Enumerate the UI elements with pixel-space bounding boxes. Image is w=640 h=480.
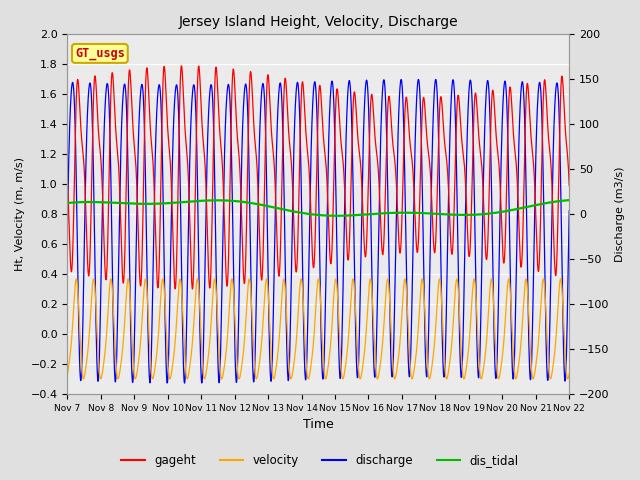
Text: GT_usgs: GT_usgs [75,47,125,60]
X-axis label: Time: Time [303,419,333,432]
Title: Jersey Island Height, Velocity, Discharge: Jersey Island Height, Velocity, Discharg… [179,15,458,29]
Y-axis label: Ht, Velocity (m, m/s): Ht, Velocity (m, m/s) [15,157,25,271]
Legend: gageht, velocity, discharge, dis_tidal: gageht, velocity, discharge, dis_tidal [116,449,524,472]
Y-axis label: Discharge (m3/s): Discharge (m3/s) [615,167,625,262]
